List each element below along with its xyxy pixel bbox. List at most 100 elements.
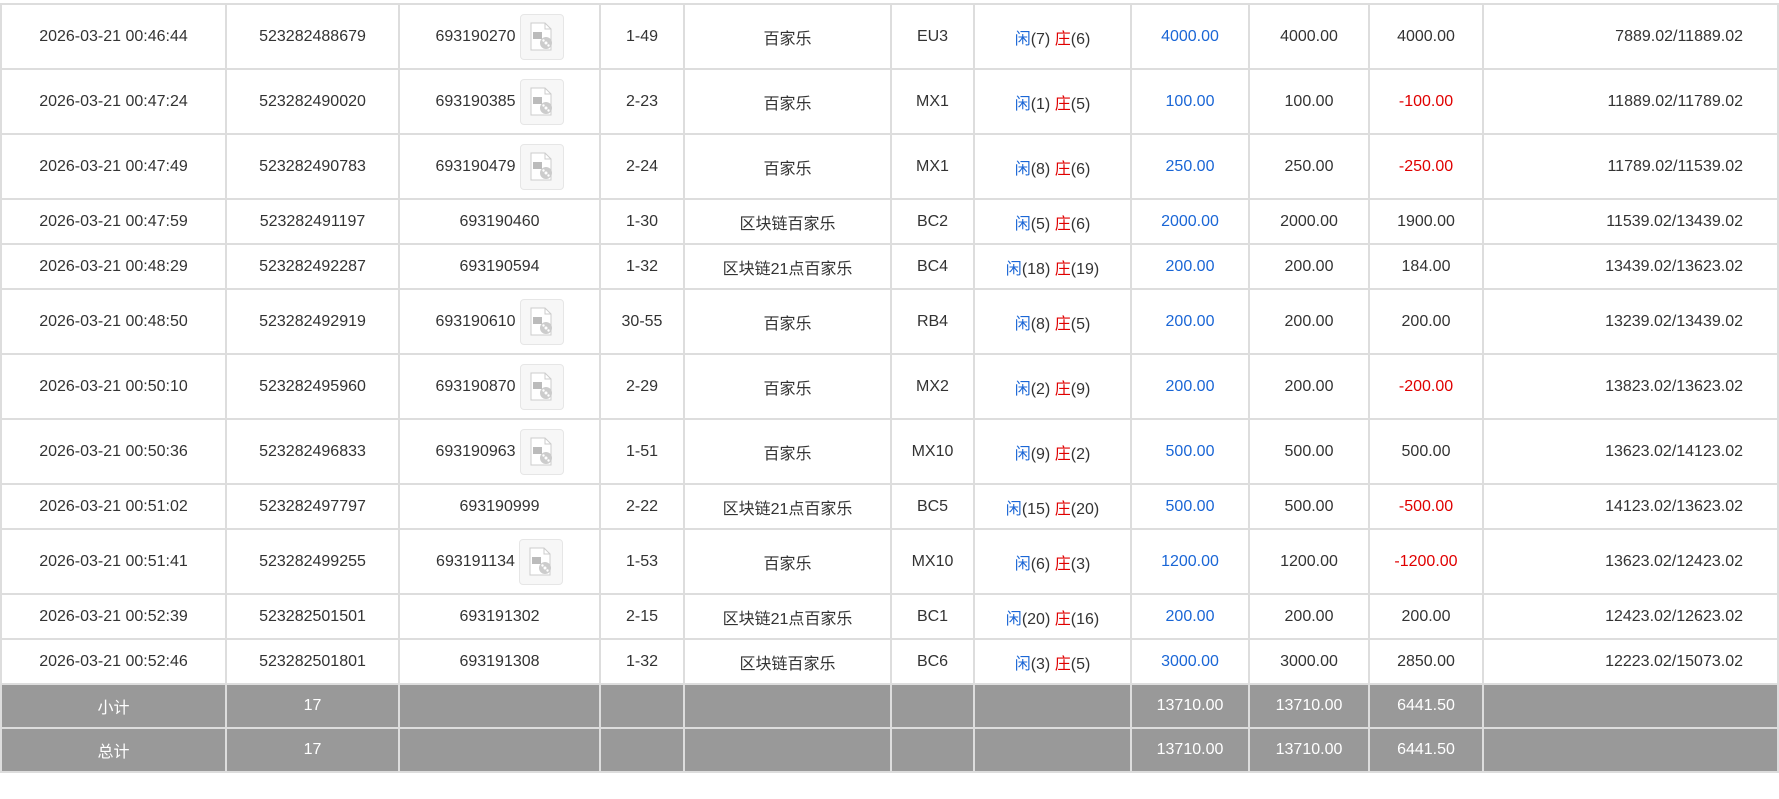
video-replay-icon[interactable] [519, 143, 564, 190]
banker-label: 庄 [1054, 655, 1071, 673]
order-number: 523282492287 [225, 243, 400, 290]
win-loss: 1900.00 [1368, 198, 1484, 245]
win-loss: -200.00 [1368, 353, 1484, 420]
video-replay-icon[interactable] [519, 298, 564, 345]
subtotal-count: 17 [225, 683, 400, 729]
game-name: 百家乐 [683, 3, 892, 70]
table-row: 2026-03-21 00:51:41 523282499255 693191134… [0, 528, 1779, 595]
order-number: 523282499255 [225, 528, 400, 595]
banker-points: (2) [1070, 445, 1091, 463]
shoe-number: 30-55 [599, 288, 685, 355]
result-cell: 闲(20) 庄(16) [973, 593, 1132, 640]
result-cell: 闲(9) 庄(2) [973, 418, 1132, 485]
bet-amount: 3000.00 [1130, 638, 1250, 685]
bet-amount: 200.00 [1130, 243, 1250, 290]
player-points: (3) [1030, 655, 1051, 673]
round-number: 693190270 [435, 27, 516, 45]
bet-amount: 200.00 [1130, 593, 1250, 640]
round-number: 693190594 [459, 257, 540, 275]
player-points: (8) [1030, 160, 1051, 178]
banker-label: 庄 [1054, 380, 1071, 398]
result-cell: 闲(8) 庄(5) [973, 288, 1132, 355]
balance-change: 13239.02/13439.02 [1482, 288, 1779, 355]
table-row: 2026-03-21 00:52:46 523282501801 693191308… [0, 638, 1779, 685]
player-label: 闲 [1014, 555, 1031, 573]
banker-points: (20) [1070, 500, 1100, 518]
shoe-number: 1-32 [599, 243, 685, 290]
round-cell: 693190963 [398, 418, 601, 485]
win-loss: 500.00 [1368, 418, 1484, 485]
game-name: 百家乐 [683, 418, 892, 485]
bet-amount: 250.00 [1130, 133, 1250, 200]
table-row: 2026-03-21 00:48:50 523282492919 693190610… [0, 288, 1779, 355]
table-code: MX1 [890, 133, 975, 200]
video-replay-icon[interactable] [519, 13, 564, 60]
game-name: 百家乐 [683, 133, 892, 200]
table-code: MX1 [890, 68, 975, 135]
player-label: 闲 [1005, 610, 1022, 628]
balance-change: 11539.02/13439.02 [1482, 198, 1779, 245]
table-code: BC6 [890, 638, 975, 685]
video-replay-icon[interactable] [519, 428, 564, 475]
balance-change: 14123.02/13623.02 [1482, 483, 1779, 530]
game-name: 区块链百家乐 [683, 198, 892, 245]
video-replay-icon[interactable] [518, 538, 563, 585]
table-row: 2026-03-21 00:50:10 523282495960 693190870… [0, 353, 1779, 420]
bet-time: 2026-03-21 00:51:41 [0, 528, 227, 595]
subtotal-bet: 13710.00 [1130, 683, 1250, 729]
total-win: 6441.50 [1368, 727, 1484, 773]
bet-time: 2026-03-21 00:50:36 [0, 418, 227, 485]
video-replay-icon[interactable] [519, 78, 564, 125]
banker-label: 庄 [1054, 160, 1071, 178]
result-cell: 闲(1) 庄(5) [973, 68, 1132, 135]
player-label: 闲 [1005, 500, 1022, 518]
valid-bet: 100.00 [1248, 68, 1370, 135]
result-cell: 闲(2) 庄(9) [973, 353, 1132, 420]
win-loss: 4000.00 [1368, 3, 1484, 70]
banker-label: 庄 [1054, 500, 1071, 518]
player-points: (2) [1030, 380, 1051, 398]
result-cell: 闲(5) 庄(6) [973, 198, 1132, 245]
video-replay-icon[interactable] [519, 363, 564, 410]
order-number: 523282492919 [225, 288, 400, 355]
shoe-number: 2-23 [599, 68, 685, 135]
bet-time: 2026-03-21 00:52:39 [0, 593, 227, 640]
table-row: 2026-03-21 00:52:39 523282501501 693191302… [0, 593, 1779, 640]
table-row: 2026-03-21 00:46:44 523282488679 693190270… [0, 3, 1779, 70]
player-points: (18) [1021, 260, 1051, 278]
valid-bet: 200.00 [1248, 353, 1370, 420]
bet-amount: 500.00 [1130, 418, 1250, 485]
player-label: 闲 [1014, 160, 1031, 178]
win-loss: 2850.00 [1368, 638, 1484, 685]
balance-change: 12223.02/15073.02 [1482, 638, 1779, 685]
bet-time: 2026-03-21 00:48:50 [0, 288, 227, 355]
balance-change: 13439.02/13623.02 [1482, 243, 1779, 290]
result-cell: 闲(8) 庄(6) [973, 133, 1132, 200]
valid-bet: 500.00 [1248, 483, 1370, 530]
table-code: MX10 [890, 528, 975, 595]
banker-points: (19) [1070, 260, 1100, 278]
bet-time: 2026-03-21 00:47:24 [0, 68, 227, 135]
table-code: MX2 [890, 353, 975, 420]
shoe-number: 2-15 [599, 593, 685, 640]
valid-bet: 200.00 [1248, 593, 1370, 640]
round-cell: 693190610 [398, 288, 601, 355]
shoe-number: 2-22 [599, 483, 685, 530]
table-row: 2026-03-21 00:47:49 523282490783 693190479… [0, 133, 1779, 200]
game-name: 百家乐 [683, 288, 892, 355]
valid-bet: 2000.00 [1248, 198, 1370, 245]
round-number: 693190385 [435, 92, 516, 110]
player-label: 闲 [1014, 445, 1031, 463]
banker-label: 庄 [1054, 445, 1071, 463]
round-cell: 693190270 [398, 3, 601, 70]
table-code: BC2 [890, 198, 975, 245]
shoe-number: 2-24 [599, 133, 685, 200]
banker-label: 庄 [1054, 215, 1071, 233]
round-cell: 693190385 [398, 68, 601, 135]
player-label: 闲 [1014, 95, 1031, 113]
banker-label: 庄 [1054, 315, 1071, 333]
player-points: (8) [1030, 315, 1051, 333]
bet-time: 2026-03-21 00:47:49 [0, 133, 227, 200]
total-count: 17 [225, 727, 400, 773]
win-loss: -1200.00 [1368, 528, 1484, 595]
